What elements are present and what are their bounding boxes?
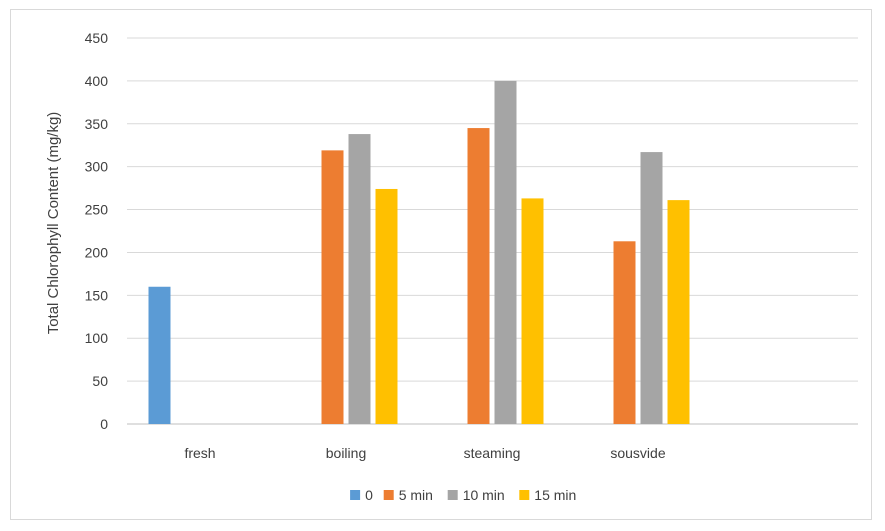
legend-label: 10 min <box>463 487 505 503</box>
x-category-label: steaming <box>464 445 521 461</box>
bar-steaming-10-min <box>495 81 517 424</box>
y-tick-label: 300 <box>85 159 109 175</box>
y-axis-label: Total Chlorophyll Content (mg/kg) <box>45 112 62 335</box>
y-tick-label: 400 <box>85 73 109 89</box>
x-category-label: boiling <box>326 445 366 461</box>
y-tick-label: 150 <box>85 287 109 303</box>
x-category-label: sousvide <box>610 445 665 461</box>
x-category-label: fresh <box>184 445 215 461</box>
y-tick-label: 250 <box>85 202 109 218</box>
bar-sousvide-15-min <box>668 200 690 424</box>
x-axis-categories: fresh boiling steaming sousvide <box>184 445 665 461</box>
y-tick-label: 450 <box>85 30 109 46</box>
gridlines <box>127 38 858 424</box>
bar-fresh-0 <box>149 287 171 424</box>
legend-label: 5 min <box>399 487 433 503</box>
legend-swatch <box>384 490 394 500</box>
legend-label: 0 <box>365 487 373 503</box>
bar-sousvide-10-min <box>641 152 663 424</box>
bar-boiling-5-min <box>322 150 344 424</box>
bar-steaming-15-min <box>522 198 544 424</box>
legend-swatch <box>350 490 360 500</box>
y-tick-label: 200 <box>85 244 109 260</box>
y-tick-label: 350 <box>85 116 109 132</box>
legend-swatch <box>448 490 458 500</box>
y-tick-label: 0 <box>100 416 108 432</box>
bar-steaming-5-min <box>468 128 490 424</box>
y-axis-ticks: 0 50 100 150 200 250 300 350 400 450 <box>85 30 109 432</box>
bar-boiling-15-min <box>376 189 398 424</box>
bar-sousvide-5-min <box>614 241 636 424</box>
y-tick-label: 50 <box>92 373 108 389</box>
legend: 0 5 min 10 min 15 min <box>350 487 576 503</box>
legend-swatch <box>519 490 529 500</box>
legend-label: 15 min <box>534 487 576 503</box>
y-tick-label: 100 <box>85 330 109 346</box>
bar-boiling-10-min <box>349 134 371 424</box>
